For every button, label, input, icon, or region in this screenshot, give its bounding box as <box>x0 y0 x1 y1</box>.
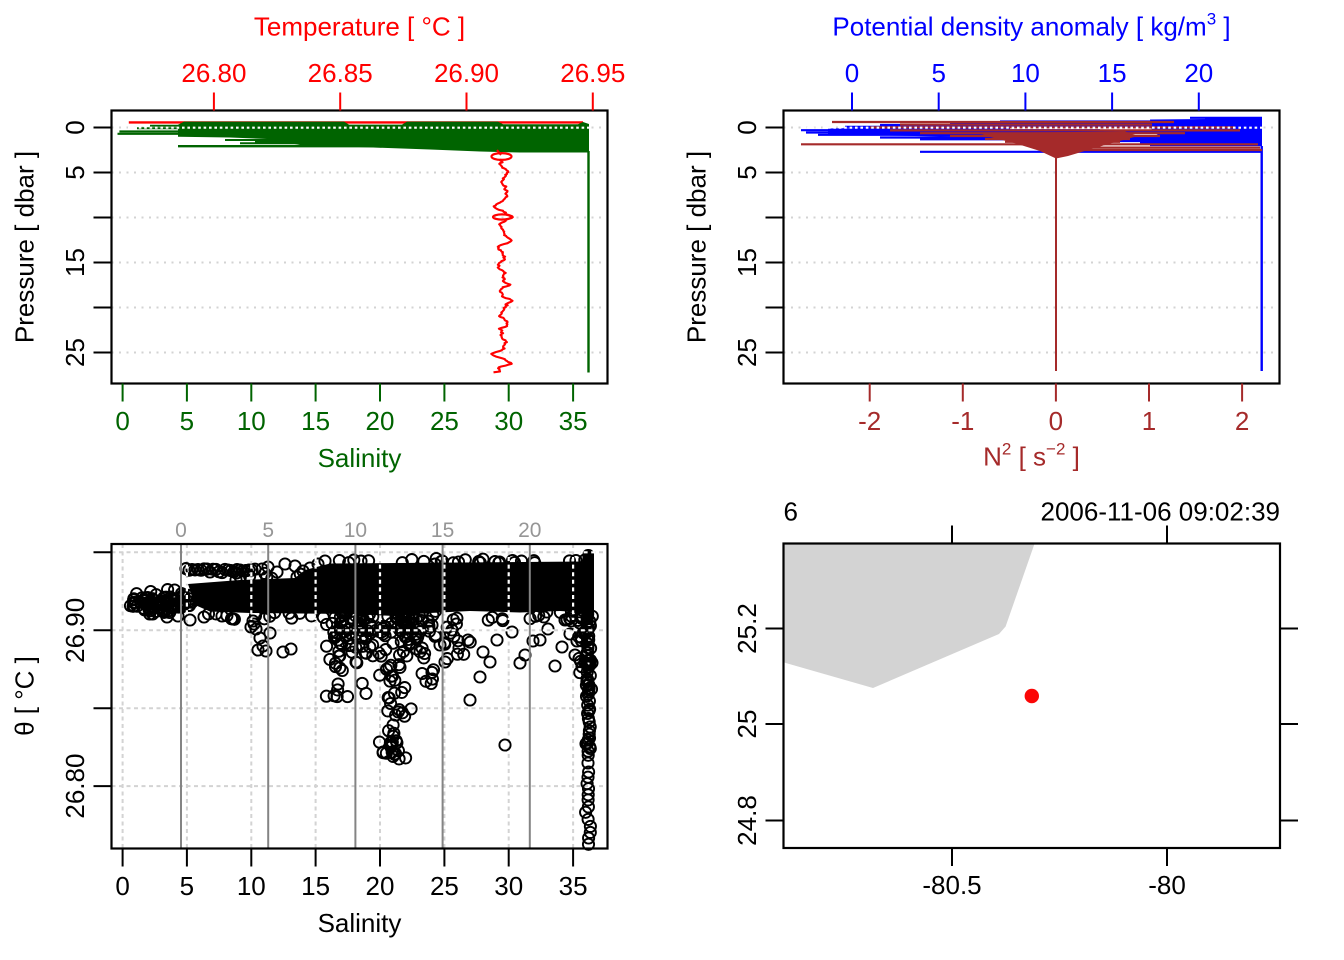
svg-text:0: 0 <box>1049 406 1063 436</box>
svg-text:30: 30 <box>494 406 523 436</box>
svg-text:2: 2 <box>1235 406 1249 436</box>
svg-text:25: 25 <box>430 871 459 901</box>
svg-text:25.2: 25.2 <box>732 603 762 654</box>
svg-text:5: 5 <box>262 519 274 542</box>
svg-text:0: 0 <box>60 120 90 134</box>
svg-text:Pressure [ dbar ]: Pressure [ dbar ] <box>10 151 40 343</box>
svg-text:θ [ °C ]: θ [ °C ] <box>10 656 40 736</box>
svg-text:10: 10 <box>237 871 266 901</box>
svg-text:15: 15 <box>1098 58 1127 88</box>
svg-text:26.90: 26.90 <box>60 598 90 663</box>
svg-text:26.80: 26.80 <box>60 754 90 819</box>
svg-text:15: 15 <box>60 248 90 277</box>
svg-text:0: 0 <box>115 871 129 901</box>
svg-text:0: 0 <box>732 120 762 134</box>
svg-text:6: 6 <box>784 497 798 527</box>
svg-text:Salinity: Salinity <box>318 443 402 473</box>
svg-text:-80: -80 <box>1148 870 1186 900</box>
svg-text:Potential density anomaly [ kg: Potential density anomaly [ kg/m3 ] <box>832 10 1230 42</box>
svg-text:5: 5 <box>931 58 945 88</box>
svg-text:35: 35 <box>559 871 588 901</box>
svg-text:-80.5: -80.5 <box>922 870 981 900</box>
svg-text:25: 25 <box>732 710 762 739</box>
svg-text:5: 5 <box>180 406 194 436</box>
svg-text:-1: -1 <box>951 406 974 436</box>
svg-text:26.90: 26.90 <box>434 58 499 88</box>
svg-text:-2: -2 <box>858 406 881 436</box>
svg-text:24.8: 24.8 <box>732 795 762 846</box>
svg-text:1: 1 <box>1142 406 1156 436</box>
svg-text:N2 [ s−2 ]: N2 [ s−2 ] <box>983 440 1080 472</box>
svg-text:0: 0 <box>845 58 859 88</box>
svg-text:26.95: 26.95 <box>560 58 625 88</box>
svg-text:15: 15 <box>732 248 762 277</box>
svg-text:5: 5 <box>60 165 90 179</box>
svg-text:Temperature [ °C ]: Temperature [ °C ] <box>254 12 465 42</box>
svg-text:15: 15 <box>301 406 330 436</box>
svg-text:15: 15 <box>431 519 454 542</box>
svg-text:25: 25 <box>430 406 459 436</box>
svg-text:5: 5 <box>732 165 762 179</box>
svg-text:2006-11-06 09:02:39: 2006-11-06 09:02:39 <box>1041 497 1281 527</box>
svg-text:25: 25 <box>60 338 90 367</box>
svg-text:10: 10 <box>1011 58 1040 88</box>
svg-text:25: 25 <box>732 338 762 367</box>
svg-text:26.85: 26.85 <box>308 58 373 88</box>
svg-text:30: 30 <box>494 871 523 901</box>
svg-text:26.80: 26.80 <box>181 58 246 88</box>
svg-text:10: 10 <box>344 519 367 542</box>
svg-text:20: 20 <box>366 871 395 901</box>
svg-text:Pressure [ dbar ]: Pressure [ dbar ] <box>682 151 712 343</box>
svg-text:0: 0 <box>115 406 129 436</box>
svg-text:5: 5 <box>180 871 194 901</box>
svg-text:15: 15 <box>301 871 330 901</box>
svg-text:20: 20 <box>1184 58 1213 88</box>
svg-text:Salinity: Salinity <box>318 908 402 938</box>
svg-text:20: 20 <box>518 519 541 542</box>
svg-text:35: 35 <box>559 406 588 436</box>
svg-text:10: 10 <box>237 406 266 436</box>
svg-text:20: 20 <box>366 406 395 436</box>
svg-text:0: 0 <box>175 519 187 542</box>
